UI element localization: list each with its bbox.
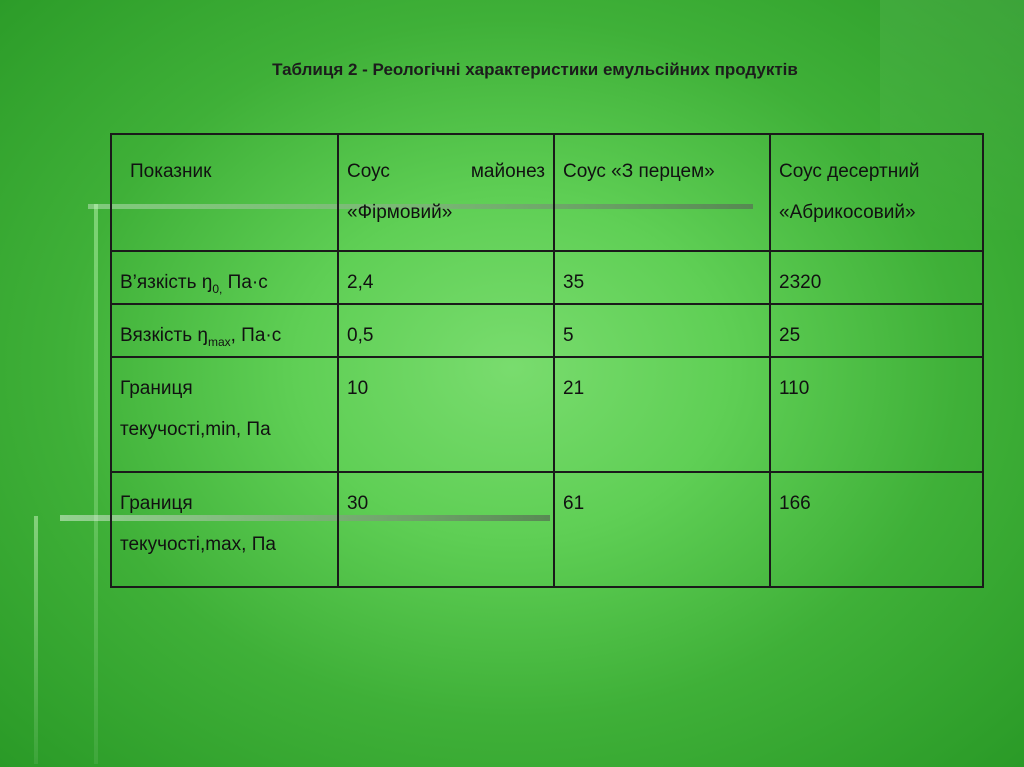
table-cell: 10 xyxy=(337,356,555,473)
table-cell: 25 xyxy=(769,303,984,358)
row-label-tail: Па·с xyxy=(222,272,268,293)
row-label: Границя текучості,min, Па xyxy=(110,356,339,473)
row-label-main: Вязкість ŋ xyxy=(120,325,208,346)
table-row: Вязкість ŋmax, Па·с 0,5 5 25 xyxy=(110,303,984,358)
table-cell: 2320 xyxy=(769,250,984,305)
row-label-tail: , Па·с xyxy=(230,325,282,346)
header-indicator: Показник xyxy=(110,133,339,252)
row-label-line1: Границя xyxy=(120,378,193,399)
header-dessert: Соус десертний «Абрикосовий» xyxy=(769,133,984,252)
table-header-row: Показник Соус майонез «Фірмовий» Соус «З… xyxy=(110,133,984,252)
table-cell: 30 xyxy=(337,471,555,588)
header-dessert-line1: Соус десертний xyxy=(779,161,920,182)
table-cell: 166 xyxy=(769,471,984,588)
row-label-sub: max xyxy=(207,334,231,349)
header-mayonnaise: Соус майонез «Фірмовий» xyxy=(337,133,555,252)
decorative-streak xyxy=(34,516,38,764)
table-cell: 110 xyxy=(769,356,984,473)
row-label-line2: текучості,min, Па xyxy=(120,419,271,440)
table-cell: 0,5 xyxy=(337,303,555,358)
row-label: Вязкість ŋmax, Па·с xyxy=(110,303,339,358)
table-row: Границя текучості,max, Па 30 61 166 xyxy=(110,471,984,588)
header-mayonnaise-word2: майонез xyxy=(470,161,545,182)
header-dessert-line2: «Абрикосовий» xyxy=(779,202,916,223)
row-label-sub: 0, xyxy=(212,281,223,296)
header-pepper: Соус «З перцем» xyxy=(553,133,771,252)
table-cell: 35 xyxy=(553,250,771,305)
header-mayonnaise-word1: Соус xyxy=(347,161,390,182)
table-row: Границя текучості,min, Па 10 21 110 xyxy=(110,356,984,473)
row-label: Границя текучості,max, Па xyxy=(110,471,339,588)
decorative-streak xyxy=(94,204,98,764)
table-cell: 21 xyxy=(553,356,771,473)
row-label-main: В’язкість ŋ xyxy=(120,272,213,293)
table-cell: 5 xyxy=(553,303,771,358)
row-label-line2: текучості,max, Па xyxy=(120,534,276,555)
slide-title: Таблиця 2 - Реологічні характеристики ем… xyxy=(272,60,798,79)
table-row: В’язкість ŋ0, Па·с 2,4 35 2320 xyxy=(110,250,984,305)
table-cell: 61 xyxy=(553,471,771,588)
table-cell: 2,4 xyxy=(337,250,555,305)
row-label: В’язкість ŋ0, Па·с xyxy=(110,250,339,305)
header-mayonnaise-name: «Фірмовий» xyxy=(347,202,453,223)
rheology-table: Показник Соус майонез «Фірмовий» Соус «З… xyxy=(110,133,984,588)
row-label-line1: Границя xyxy=(120,493,193,514)
